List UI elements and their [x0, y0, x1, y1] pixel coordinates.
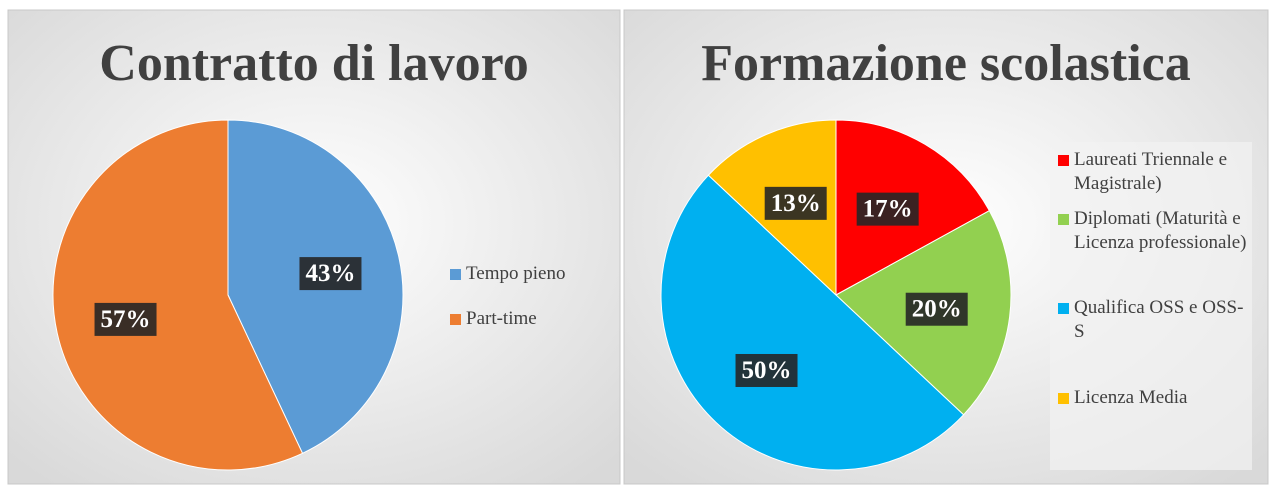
legend-label: Qualifica OSS e OSS-S [1074, 297, 1244, 342]
data-label: 13% [771, 190, 821, 217]
pie-slice [52, 119, 304, 471]
legend-label: Part-time [466, 308, 537, 329]
legend-item: Licenza Media [1058, 386, 1253, 410]
pie-slice [660, 174, 965, 471]
legend-item: Tempo pieno [450, 262, 620, 286]
legend-box [1050, 142, 1252, 470]
data-label: 57% [101, 306, 151, 333]
legend-item: Part-time [450, 307, 620, 331]
data-label-box [735, 353, 798, 387]
data-label-box [856, 192, 919, 226]
legend-label: Laureati Triennale e Magistrale) [1074, 149, 1228, 194]
legend-label: Licenza Media [1074, 387, 1188, 408]
data-label-box [94, 302, 157, 336]
legend-swatch [1058, 303, 1069, 314]
data-label: 17% [863, 196, 913, 223]
legend-label: Diplomati (Maturità e Licenza profession… [1074, 208, 1247, 253]
data-label-box [764, 186, 827, 220]
legend-swatch [450, 314, 461, 325]
data-label: 20% [912, 296, 962, 323]
legend-item: Qualifica OSS e OSS-S [1058, 296, 1253, 344]
legend-item: Laureati Triennale e Magistrale) [1058, 148, 1253, 196]
legend-item: Diplomati (Maturità e Licenza profession… [1058, 207, 1253, 255]
data-label-box [905, 292, 968, 326]
chart-title: Contratto di lavoro [99, 35, 528, 92]
legend-label: Tempo pieno [466, 263, 566, 284]
data-label-box [299, 257, 362, 291]
data-label: 50% [742, 357, 792, 384]
chart-title: Formazione scolastica [701, 35, 1191, 92]
legend-swatch [450, 269, 461, 280]
legend-swatch [1058, 393, 1069, 404]
legend-swatch [1058, 214, 1069, 225]
legend-swatch [1058, 155, 1069, 166]
data-label: 43% [305, 260, 355, 287]
